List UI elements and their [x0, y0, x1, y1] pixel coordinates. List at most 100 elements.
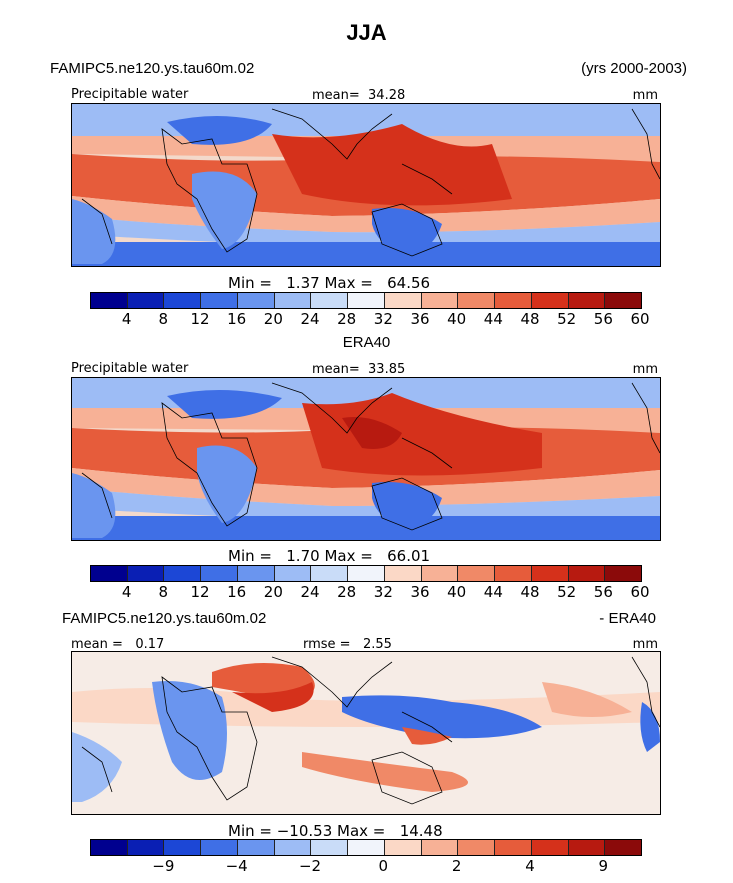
- colorbar-tick-label: 48: [520, 583, 540, 601]
- colorbar-swatch: [237, 293, 275, 308]
- p3-positive-pacific: [542, 682, 632, 717]
- colorbar-tick-label: 0: [378, 857, 389, 875]
- colorbar-swatch: [91, 566, 128, 581]
- colorbar-tick-label: 24: [300, 310, 320, 328]
- colorbar-swatch: [458, 840, 496, 855]
- p3-positive-indian-ocean: [302, 752, 468, 792]
- colorbar-tick-label: 40: [447, 310, 467, 328]
- panel1-map-svg: [72, 104, 660, 266]
- colorbar-swatch: [421, 840, 459, 855]
- panel3-map-svg: [72, 652, 660, 814]
- p1-africa-outline: [161, 128, 258, 253]
- colorbar-tick-label: −4: [225, 857, 248, 875]
- colorbar-swatch: [274, 566, 312, 581]
- p3-positive-core: [232, 682, 314, 712]
- colorbar-swatch: [237, 566, 275, 581]
- colorbar-swatch: [311, 840, 349, 855]
- p2-south-america: [72, 473, 116, 538]
- p2-max-bay-of-bengal: [342, 417, 402, 449]
- panel1-map: [71, 103, 661, 267]
- p1-band-north-high: [72, 104, 660, 136]
- colorbar-swatch: [348, 566, 385, 581]
- panel3-min-max: Min = −10.53 Max = 14.48: [228, 822, 443, 840]
- colorbar-tick-label: 20: [263, 583, 283, 601]
- colorbar-tick-label: 4: [525, 857, 535, 875]
- panel2-title: ERA40: [342, 334, 391, 351]
- colorbar-swatch: [91, 840, 128, 855]
- panel1-colorbar-ticks: 4 8 12 16 20 24 28 32 36 40 44 48 52 56 60: [90, 310, 650, 328]
- p1-asia-outline: [271, 108, 453, 257]
- colorbar-swatch: [531, 840, 569, 855]
- colorbar-tick-label: 60: [630, 310, 650, 328]
- p2-australia: [372, 482, 442, 528]
- colorbar-swatch: [127, 840, 165, 855]
- colorbar-tick-label: 44: [483, 310, 503, 328]
- colorbar-tick-label: 52: [557, 583, 577, 601]
- colorbar-swatch: [237, 840, 275, 855]
- p2-americas-outline: [81, 382, 660, 519]
- model-name: FAMIPC5.ne120.ys.tau60m.02: [50, 60, 255, 77]
- p1-south-america: [72, 199, 116, 264]
- colorbar-swatch: [421, 566, 459, 581]
- colorbar-swatch: [495, 840, 532, 855]
- colorbar-tick-label: 28: [337, 583, 357, 601]
- colorbar-swatch: [274, 840, 312, 855]
- panel2-map-svg: [72, 378, 660, 540]
- p1-australia: [372, 208, 442, 254]
- colorbar-swatch: [605, 566, 642, 581]
- colorbar-tick-label: 56: [593, 583, 613, 601]
- colorbar-tick-label: 48: [520, 310, 540, 328]
- colorbar-swatch: [201, 566, 238, 581]
- panel2-map: [71, 377, 661, 541]
- colorbar-tick-label: 60: [630, 583, 650, 601]
- colorbar-tick-label: 12: [190, 583, 210, 601]
- colorbar-swatch: [311, 293, 349, 308]
- colorbar-swatch: [384, 566, 422, 581]
- p1-africa-south: [192, 171, 257, 249]
- p3-asia-outline: [271, 656, 453, 805]
- p1-dry-north-africa: [167, 115, 272, 145]
- panel3-rmse: rmse = 2.55: [303, 637, 392, 652]
- p1-band-south-high: [72, 242, 660, 266]
- panel2-mean: mean= 33.85: [312, 362, 406, 377]
- colorbar-swatch: [164, 566, 202, 581]
- colorbar-swatch: [458, 293, 496, 308]
- colorbar-swatch: [164, 840, 202, 855]
- p3-negative-east-pacific: [640, 702, 660, 752]
- colorbar-swatch: [495, 293, 532, 308]
- colorbar-tick-label: 2: [451, 857, 462, 875]
- p2-warm-pool: [302, 393, 542, 476]
- colorbar-swatch: [605, 293, 642, 308]
- p2-africa-outline: [161, 402, 258, 527]
- colorbar-tick-label: 32: [373, 310, 393, 328]
- colorbar-tick-label: 12: [190, 310, 210, 328]
- panel2-min-max: Min = 1.70 Max = 66.01: [228, 547, 431, 565]
- p3-positive-indonesia: [402, 727, 452, 745]
- colorbar-swatch: [531, 566, 569, 581]
- colorbar-swatch: [201, 840, 238, 855]
- p3-negative-africa: [152, 681, 227, 780]
- colorbar-swatch: [348, 840, 385, 855]
- colorbar-swatch: [127, 566, 165, 581]
- colorbar-tick-label: 16: [227, 310, 247, 328]
- panel1-mean: mean= 34.28: [312, 88, 406, 103]
- colorbar-tick-label: 8: [158, 310, 169, 328]
- colorbar-swatch: [421, 293, 459, 308]
- panel3-map: [71, 651, 661, 815]
- panel1-units: mm: [632, 88, 658, 103]
- p2-dry-north-africa: [167, 389, 282, 419]
- colorbar-swatch: [531, 293, 569, 308]
- p2-band-south-high: [72, 516, 660, 540]
- colorbar-tick-label: 32: [373, 583, 393, 601]
- colorbar-swatch: [164, 293, 202, 308]
- p2-asia-outline: [271, 382, 453, 531]
- years-label: (yrs 2000-2003): [581, 60, 687, 77]
- panel2-colorbar: [90, 565, 642, 582]
- panel3-colorbar: [90, 839, 642, 856]
- colorbar-tick-label: −9: [152, 857, 175, 875]
- panel2-variable-label: Precipitable water: [71, 361, 189, 376]
- colorbar-tick-label: 28: [337, 310, 357, 328]
- p3-negative-maritime: [342, 695, 542, 739]
- colorbar-swatch: [568, 293, 606, 308]
- colorbar-swatch: [274, 293, 312, 308]
